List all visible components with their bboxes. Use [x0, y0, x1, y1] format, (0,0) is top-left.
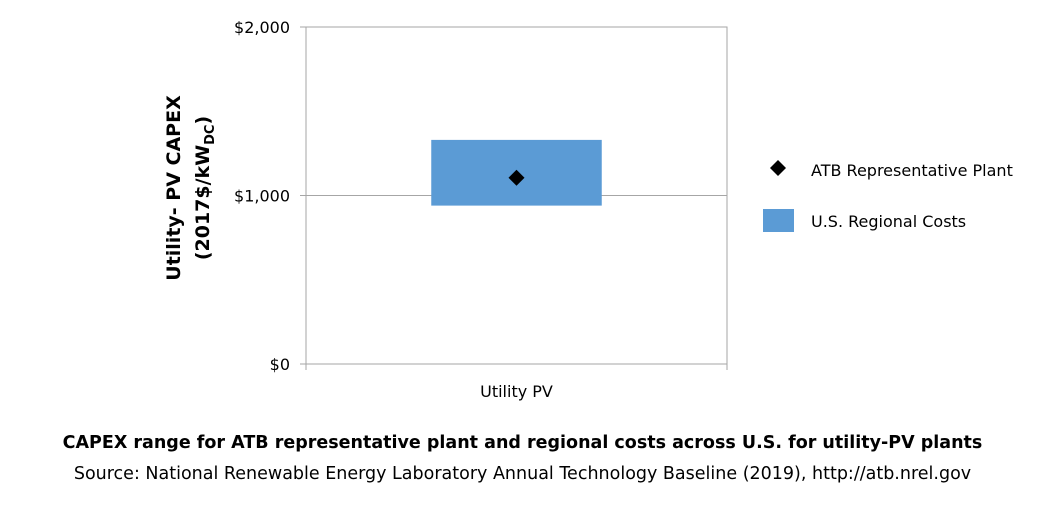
y-tick-label: $0	[270, 355, 290, 374]
legend-label: U.S. Regional Costs	[811, 212, 966, 231]
y-tick-label: $1,000	[234, 187, 290, 206]
legend: ATB Representative Plant U.S. Regional Co…	[763, 160, 1013, 232]
x-tick-label: Utility PV	[480, 382, 553, 401]
chart: $0 $1,000 $2,000 Utility PV Utility- PV CAP…	[163, 18, 1013, 401]
marker-diamond	[508, 169, 525, 186]
y-axis-label-line2: (2017$/kWDC)	[192, 116, 218, 260]
figure-caption-source: Source: National Renewable Energy Labora…	[73, 464, 972, 484]
figure-caption-title: CAPEX range for ATB representative plant…	[62, 433, 983, 453]
y-axis-label: Utility- PV CAPEX (2017$/kWDC)	[163, 95, 218, 281]
legend-swatch	[763, 209, 794, 232]
legend-marker-diamond	[770, 160, 786, 176]
y-tick-label: $2,000	[234, 18, 290, 37]
y-axis-label-unit: (2017$/kW	[192, 145, 214, 260]
y-axis-label-line1: Utility- PV CAPEX	[163, 95, 185, 281]
legend-label: ATB Representative Plant	[811, 161, 1013, 180]
plot-area: $0 $1,000 $2,000 Utility PV	[234, 18, 728, 401]
y-axis-label-unit-sub: DC	[203, 125, 218, 145]
y-axis-label-unit-close: )	[192, 116, 214, 125]
